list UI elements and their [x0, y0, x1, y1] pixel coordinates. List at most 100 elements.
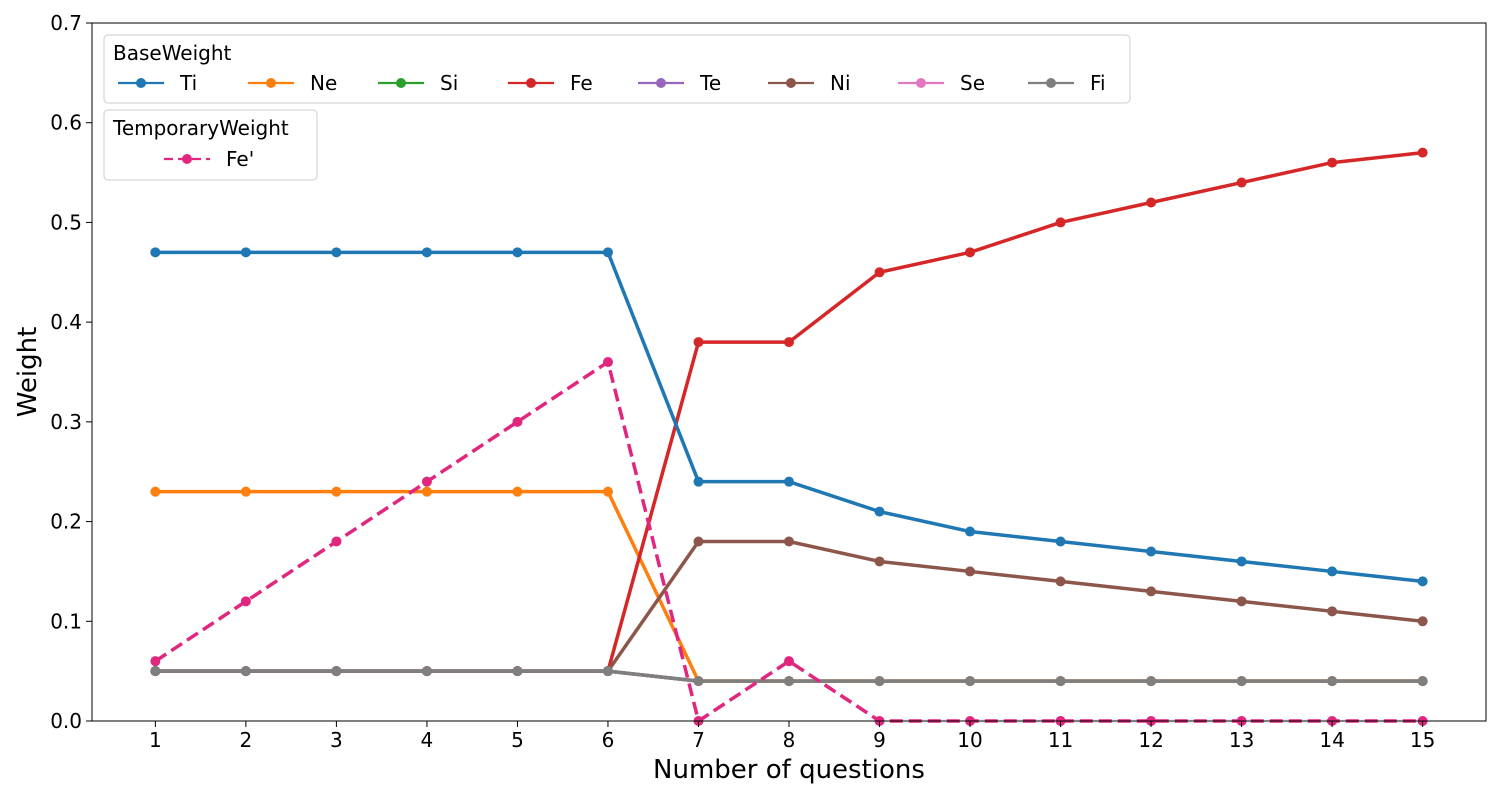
- y-tick-label: 0.7: [50, 11, 82, 35]
- legend-entry: Ti: [118, 71, 197, 95]
- x-tick-label: 7: [692, 728, 705, 752]
- legend-swatch-marker: [266, 78, 276, 88]
- legend-label: Se: [960, 71, 985, 95]
- y-tick-label: 0.5: [50, 210, 82, 234]
- data-point: [784, 337, 794, 348]
- data-point: [874, 267, 885, 278]
- data-point: [1236, 596, 1247, 607]
- legend-title: TemporaryWeight: [112, 116, 289, 140]
- y-tick-label: 0.3: [50, 410, 82, 434]
- data-point: [1236, 676, 1247, 687]
- data-point: [1146, 586, 1157, 597]
- legend-baseweight: BaseWeight Ti Ne Si Fe Te Ni Se Fi: [103, 34, 1131, 104]
- x-axis-label: Number of questions: [653, 755, 925, 785]
- legend-swatch-marker: [182, 154, 192, 164]
- x-tick-label: 11: [1048, 728, 1073, 752]
- plot-layer: [150, 147, 1428, 726]
- data-point: [240, 596, 251, 607]
- data-point: [602, 357, 613, 368]
- data-point: [150, 247, 161, 258]
- x-tick-label: 2: [240, 728, 253, 752]
- data-point: [784, 656, 794, 667]
- series-fi: [150, 666, 1428, 687]
- data-point: [1055, 217, 1066, 228]
- legend-entry: Ni: [768, 71, 851, 95]
- legend-entry: Te: [638, 71, 721, 95]
- legend-swatch-marker: [396, 78, 406, 88]
- data-point: [965, 676, 976, 687]
- data-point: [1146, 546, 1157, 557]
- data-point: [331, 536, 342, 547]
- legend-entry: Fi: [1028, 71, 1106, 95]
- data-point: [1417, 676, 1428, 687]
- data-point: [1146, 676, 1157, 687]
- series-fe: [150, 147, 1428, 677]
- data-point: [150, 656, 161, 667]
- x-tick-label: 1: [149, 728, 162, 752]
- data-point: [1417, 147, 1428, 158]
- data-point: [1055, 536, 1066, 547]
- x-tick-label: 14: [1319, 728, 1344, 752]
- data-point: [965, 566, 976, 577]
- series-line: [155, 150, 1423, 673]
- series-line: [155, 250, 1423, 584]
- y-tick-label: 0.2: [50, 510, 82, 534]
- series-ti: [150, 247, 1428, 587]
- data-point: [602, 247, 613, 258]
- series-line: [155, 489, 1423, 683]
- axis-layer: 1 2 3 4 5 6 7 8 9 10 11 12 13 14 150.00.10.20.30.40.50…: [50, 11, 1435, 752]
- x-tick-label: 8: [783, 728, 796, 752]
- legend-label: Ne: [310, 71, 337, 95]
- data-point: [602, 486, 613, 497]
- data-point: [1327, 566, 1338, 577]
- data-point: [150, 666, 161, 677]
- data-point: [240, 247, 251, 258]
- x-tick-label: 10: [957, 728, 982, 752]
- legend-entry: Fe: [508, 71, 593, 95]
- x-tick-label: 15: [1410, 728, 1435, 752]
- data-point: [693, 337, 704, 348]
- data-point: [512, 416, 523, 427]
- data-point: [693, 476, 704, 487]
- data-point: [1417, 616, 1428, 627]
- data-point: [421, 476, 432, 487]
- data-point: [874, 676, 885, 687]
- legend-label: Ni: [830, 71, 851, 95]
- data-point: [331, 247, 342, 258]
- series-line: [154, 360, 1423, 723]
- legend-swatch-marker: [786, 78, 796, 88]
- data-point: [1327, 157, 1338, 168]
- legend-swatch-marker: [1046, 78, 1056, 88]
- data-point: [331, 666, 342, 677]
- y-tick-label: 0.1: [50, 609, 82, 633]
- legend-label: Fe': [226, 147, 254, 171]
- data-point: [693, 676, 704, 687]
- legend-swatch-marker: [916, 78, 926, 88]
- x-tick-label: 9: [873, 728, 886, 752]
- data-point: [1327, 676, 1338, 687]
- data-point: [784, 676, 794, 687]
- legend-swatch-marker: [526, 78, 536, 88]
- legend-entry: Si: [378, 71, 458, 95]
- legend-label: Si: [440, 71, 458, 95]
- legend-entry: Se: [898, 71, 985, 95]
- data-point: [331, 486, 342, 497]
- data-point: [512, 486, 523, 497]
- legend-label: Te: [699, 71, 721, 95]
- data-point: [512, 666, 523, 677]
- legend-box: [103, 109, 318, 181]
- data-point: [421, 666, 432, 677]
- data-point: [602, 666, 613, 677]
- data-point: [1146, 197, 1157, 208]
- data-point: [1055, 576, 1066, 587]
- y-tick-label: 0.0: [50, 709, 82, 733]
- data-point: [421, 247, 432, 258]
- x-tick-label: 3: [330, 728, 343, 752]
- data-point: [693, 536, 704, 547]
- data-point: [240, 486, 251, 497]
- x-tick-label: 5: [511, 728, 524, 752]
- y-tick-label: 0.4: [50, 310, 82, 334]
- legend-entry: Ne: [248, 71, 337, 95]
- legend-label: Fi: [1090, 71, 1106, 95]
